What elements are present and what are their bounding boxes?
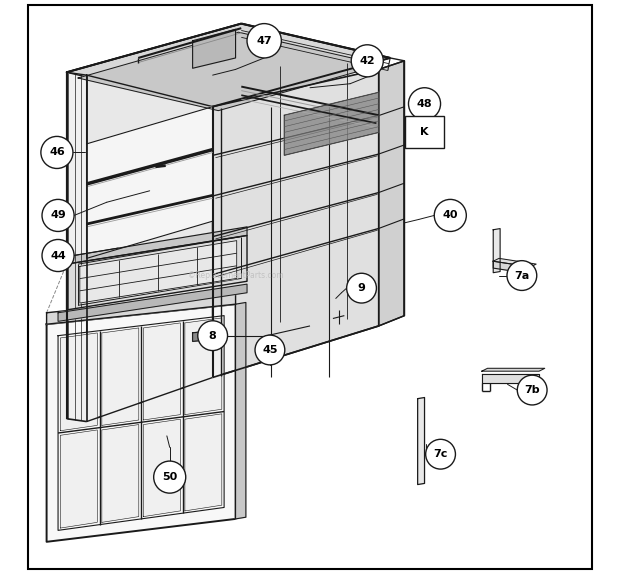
Polygon shape xyxy=(46,304,236,542)
Text: 42: 42 xyxy=(360,56,375,66)
Circle shape xyxy=(517,375,547,405)
Polygon shape xyxy=(66,72,87,421)
Circle shape xyxy=(42,199,74,231)
Circle shape xyxy=(198,321,228,351)
Polygon shape xyxy=(284,92,379,156)
Polygon shape xyxy=(494,258,536,267)
Circle shape xyxy=(42,239,74,272)
Text: 7a: 7a xyxy=(514,270,529,281)
Polygon shape xyxy=(46,293,236,324)
Text: 8: 8 xyxy=(209,331,216,341)
Circle shape xyxy=(247,24,281,58)
Circle shape xyxy=(41,137,73,169)
Text: ©ReplacementParts.com: ©ReplacementParts.com xyxy=(188,271,283,280)
Polygon shape xyxy=(213,69,379,378)
Text: 47: 47 xyxy=(257,36,272,46)
Text: 45: 45 xyxy=(262,345,278,355)
Polygon shape xyxy=(78,32,381,111)
Circle shape xyxy=(154,461,186,493)
Polygon shape xyxy=(102,425,139,522)
Circle shape xyxy=(426,439,456,469)
Text: 48: 48 xyxy=(417,99,432,108)
Polygon shape xyxy=(66,24,390,107)
Text: 9: 9 xyxy=(358,283,365,293)
Polygon shape xyxy=(193,29,236,68)
Polygon shape xyxy=(66,227,247,264)
Polygon shape xyxy=(80,241,237,303)
Polygon shape xyxy=(143,419,180,517)
Circle shape xyxy=(351,45,383,77)
Text: 44: 44 xyxy=(50,250,66,261)
Polygon shape xyxy=(193,330,221,342)
Polygon shape xyxy=(58,284,247,321)
Polygon shape xyxy=(87,107,213,258)
Circle shape xyxy=(255,335,285,365)
Circle shape xyxy=(409,88,441,120)
FancyBboxPatch shape xyxy=(405,117,445,149)
Polygon shape xyxy=(236,302,246,519)
Text: K: K xyxy=(420,127,429,137)
Text: 46: 46 xyxy=(49,148,64,157)
Polygon shape xyxy=(482,369,545,371)
Polygon shape xyxy=(143,323,180,420)
Text: 40: 40 xyxy=(443,211,458,220)
Text: 7c: 7c xyxy=(433,449,448,459)
Polygon shape xyxy=(494,261,531,274)
Polygon shape xyxy=(185,318,222,414)
Polygon shape xyxy=(379,61,404,326)
Circle shape xyxy=(507,261,537,290)
Polygon shape xyxy=(102,328,139,425)
Circle shape xyxy=(347,273,376,303)
Text: 49: 49 xyxy=(50,211,66,220)
Polygon shape xyxy=(60,333,97,430)
Polygon shape xyxy=(494,228,500,273)
Polygon shape xyxy=(60,430,97,528)
Polygon shape xyxy=(482,374,539,383)
Polygon shape xyxy=(87,75,213,421)
Polygon shape xyxy=(185,414,222,511)
Polygon shape xyxy=(66,235,247,310)
Circle shape xyxy=(434,199,466,231)
Text: 50: 50 xyxy=(162,472,177,482)
Text: 7b: 7b xyxy=(525,385,540,395)
Polygon shape xyxy=(418,398,425,484)
